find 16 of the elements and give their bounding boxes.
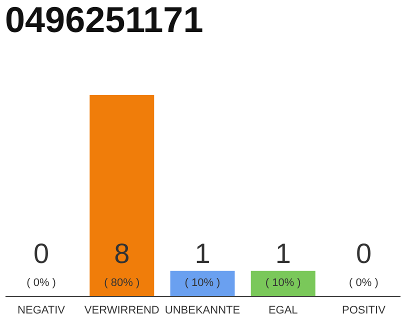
data-label: 0 xyxy=(33,238,50,269)
x-tick-label: NEGATIV xyxy=(18,304,66,316)
data-label: 1 xyxy=(194,238,210,269)
annotation: ( 0% ) xyxy=(349,277,378,289)
annotation: ( 10% ) xyxy=(265,277,301,289)
x-tick-label: VERWIRREND xyxy=(84,304,160,316)
data-label: 0 xyxy=(356,238,372,269)
x-tick-label: EGAL xyxy=(268,304,298,316)
x-tick-label: POSITIV xyxy=(342,304,386,316)
chart-title: 0496251171 xyxy=(5,0,204,40)
annotation: ( 0% ) xyxy=(26,277,56,289)
x-tick-label: UNBEKANNTE xyxy=(164,304,240,316)
annotation: ( 80% ) xyxy=(104,277,140,289)
data-label: 1 xyxy=(275,238,291,269)
data-label: 8 xyxy=(114,238,130,269)
annotation: ( 10% ) xyxy=(184,277,220,289)
